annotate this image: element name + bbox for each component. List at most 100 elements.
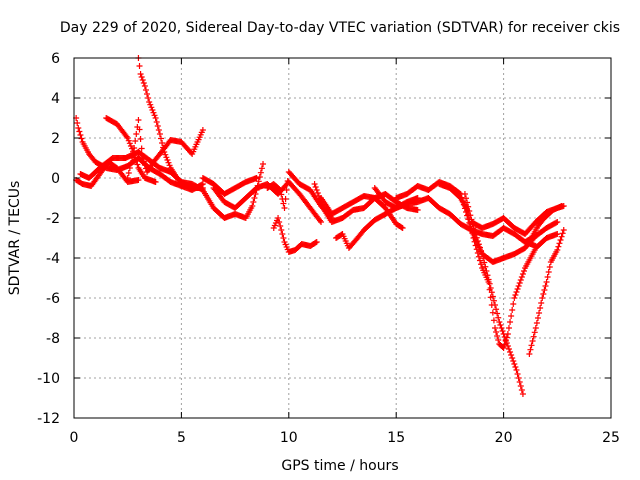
data-point <box>140 80 147 86</box>
data-point <box>125 137 132 144</box>
series-track-16 <box>393 179 561 265</box>
x-tick-label: 20 <box>495 430 513 446</box>
series-track-14 <box>333 195 421 251</box>
data-point <box>279 231 286 237</box>
data-point <box>546 264 553 270</box>
series-track-10 <box>264 169 335 221</box>
data-point <box>136 126 143 133</box>
data-point <box>500 345 507 351</box>
data-point <box>281 205 288 211</box>
data-point <box>398 224 405 231</box>
data-point <box>474 250 481 256</box>
y-tick-label: -12 <box>37 411 60 427</box>
data-point <box>533 320 540 326</box>
data-point <box>510 301 517 307</box>
data-point <box>138 74 145 80</box>
data-point <box>543 279 550 285</box>
data-point <box>512 364 519 370</box>
data-point <box>472 231 479 238</box>
data-point <box>139 77 146 83</box>
data-point <box>148 104 155 111</box>
data-point <box>518 387 525 393</box>
data-point <box>558 233 565 240</box>
y-tick-label: 0 <box>51 171 60 187</box>
data-point <box>519 271 526 277</box>
series-track-19 <box>468 203 567 237</box>
x-tick-label: 10 <box>280 430 298 446</box>
data-point <box>414 207 421 213</box>
data-point <box>554 219 561 225</box>
data-point <box>490 297 497 304</box>
data-point <box>521 268 528 274</box>
data-point <box>516 280 523 286</box>
data-point <box>492 325 499 331</box>
data-point <box>253 175 260 181</box>
data-point <box>514 286 521 292</box>
data-point <box>155 127 162 133</box>
data-point <box>142 87 149 93</box>
data-point <box>541 287 548 293</box>
data-point <box>478 247 485 254</box>
data-point <box>315 193 322 199</box>
data-point <box>136 63 143 69</box>
x-tick-label: 15 <box>387 430 405 446</box>
data-point <box>515 375 522 381</box>
data-point <box>492 302 499 308</box>
y-tick-label: -8 <box>46 331 60 347</box>
data-point <box>483 268 490 274</box>
data-point <box>312 239 319 246</box>
data-point <box>141 83 148 89</box>
data-point <box>313 239 320 245</box>
data-point <box>484 272 491 279</box>
data-point <box>507 319 514 325</box>
data-point <box>162 151 169 158</box>
data-point <box>465 203 472 210</box>
data-point <box>145 95 152 101</box>
data-point <box>540 291 547 297</box>
data-point <box>489 309 496 316</box>
data-point <box>164 157 171 163</box>
chart-title: Day 229 of 2020, Sidereal Day-to-day VTE… <box>60 20 620 36</box>
data-point <box>509 307 516 313</box>
data-point <box>555 243 562 250</box>
data-point <box>260 161 267 167</box>
data-point <box>478 261 485 268</box>
data-point <box>319 202 326 208</box>
data-point <box>539 295 546 301</box>
y-tick-label: -4 <box>46 251 60 267</box>
data-point <box>125 170 132 176</box>
data-point <box>316 196 323 202</box>
data-point <box>278 191 285 198</box>
data-point <box>518 274 525 280</box>
data-point <box>479 251 486 257</box>
y-tick-label: 4 <box>51 91 60 107</box>
data-point <box>461 191 468 197</box>
data-point <box>275 215 282 221</box>
data-point <box>496 319 503 325</box>
y-axis-label: SDTVAR / TECUs <box>7 181 23 296</box>
data-point <box>557 237 564 243</box>
y-tick-label: 6 <box>51 51 60 67</box>
data-point <box>472 242 479 249</box>
data-point <box>554 247 561 253</box>
data-point <box>463 195 470 202</box>
series-track-18 <box>461 191 526 397</box>
data-point <box>283 187 290 193</box>
data-point <box>531 329 538 336</box>
data-point <box>466 208 473 214</box>
data-point <box>498 325 505 331</box>
data-point <box>255 178 262 185</box>
data-point <box>481 259 488 266</box>
data-point <box>138 145 145 152</box>
data-point <box>280 235 287 241</box>
data-point <box>471 238 478 245</box>
data-point <box>276 186 283 192</box>
data-point <box>124 175 131 181</box>
data-point <box>482 263 489 270</box>
data-point <box>141 162 148 168</box>
data-point <box>476 244 483 251</box>
data-point <box>311 181 318 187</box>
data-point <box>144 91 151 97</box>
